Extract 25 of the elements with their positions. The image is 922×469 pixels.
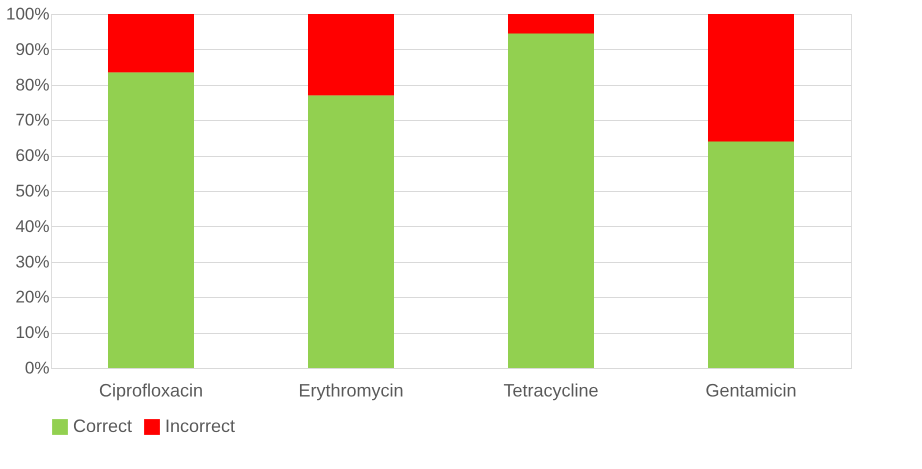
bar bbox=[108, 72, 194, 368]
legend-label: Incorrect bbox=[165, 416, 236, 436]
bar bbox=[308, 14, 394, 96]
bar bbox=[308, 95, 394, 368]
x-tick-label: Erythromycin bbox=[298, 380, 404, 400]
y-tick-label: 20% bbox=[15, 288, 50, 307]
y-tick-label: 100% bbox=[6, 4, 50, 24]
y-tick-label: 90% bbox=[15, 40, 50, 59]
legend-label: Correct bbox=[73, 416, 132, 436]
y-tick-label: 80% bbox=[15, 75, 50, 94]
y-tick-label: 40% bbox=[15, 216, 50, 236]
bar bbox=[708, 14, 794, 142]
bar bbox=[708, 141, 794, 368]
x-tick-label: Ciprofloxacin bbox=[98, 380, 204, 400]
bar bbox=[108, 14, 194, 72]
y-tick-label: 70% bbox=[15, 110, 50, 130]
bar bbox=[508, 14, 594, 34]
y-tick-label: 0% bbox=[24, 358, 50, 378]
y-tick-label: 30% bbox=[15, 252, 50, 272]
x-tick-label: Gentamicin bbox=[705, 380, 797, 400]
y-tick-label: 10% bbox=[15, 323, 50, 342]
bar bbox=[508, 33, 594, 368]
y-tick-label: 50% bbox=[15, 182, 50, 200]
y-tick-label: 60% bbox=[15, 146, 50, 166]
x-tick-label: Tetracycline bbox=[503, 380, 599, 400]
